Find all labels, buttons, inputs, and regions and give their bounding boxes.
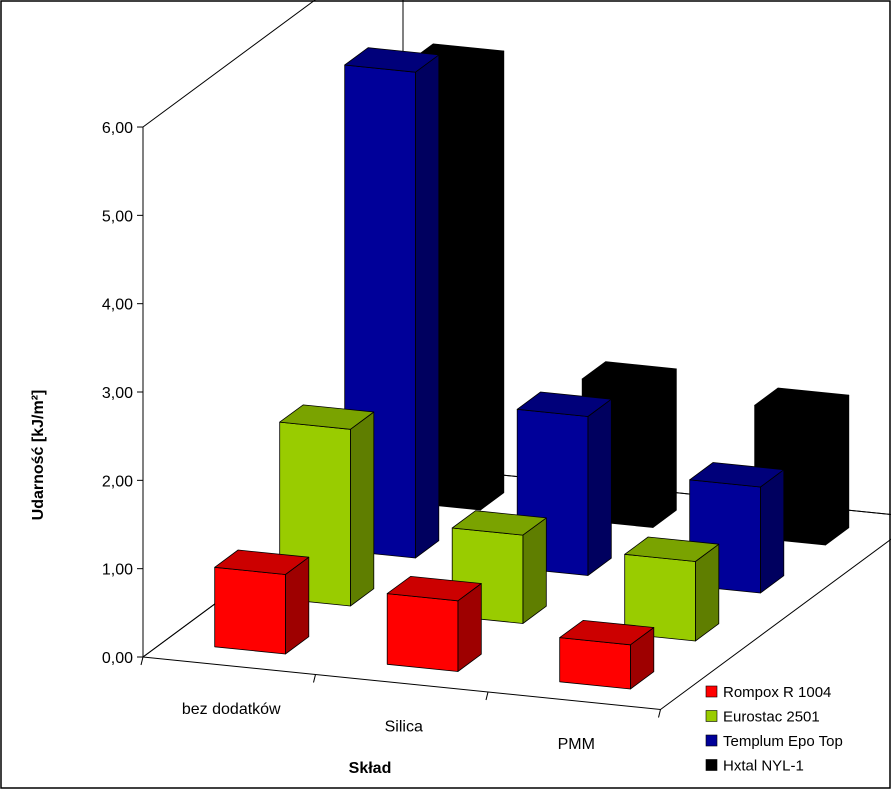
- category-label: bez dodatków: [182, 701, 281, 718]
- legend-swatch: [706, 760, 717, 771]
- legend-label: Templum Epo Top: [723, 733, 843, 750]
- category-label: PMM: [558, 736, 595, 753]
- y-tick-label: 5,00: [102, 208, 133, 225]
- y-tick-label: 4,00: [102, 297, 133, 314]
- y-tick-label: 3,00: [102, 385, 133, 402]
- bar-1-2: [387, 576, 481, 671]
- category-label: Silica: [385, 718, 423, 735]
- x-axis-title: Skład: [349, 760, 392, 777]
- y-axis-title: Udarność [kJ/m²]: [30, 390, 47, 521]
- bar-1-1: [215, 550, 309, 654]
- legend-label: Eurostac 2501: [723, 709, 820, 726]
- y-tick-label: 1,00: [102, 562, 133, 579]
- legend-swatch: [706, 686, 717, 697]
- bar-2-3: [625, 537, 719, 641]
- y-tick-label: 6,00: [102, 120, 133, 137]
- bar-1-3: [560, 620, 654, 689]
- y-tick-label: 2,00: [102, 473, 133, 490]
- legend-swatch: [706, 711, 717, 722]
- legend-swatch: [706, 735, 717, 746]
- legend-label: Rompox R 1004: [723, 684, 831, 701]
- y-tick-label: 0,00: [102, 650, 133, 667]
- legend-label: Hxtal NYL-1: [723, 758, 804, 775]
